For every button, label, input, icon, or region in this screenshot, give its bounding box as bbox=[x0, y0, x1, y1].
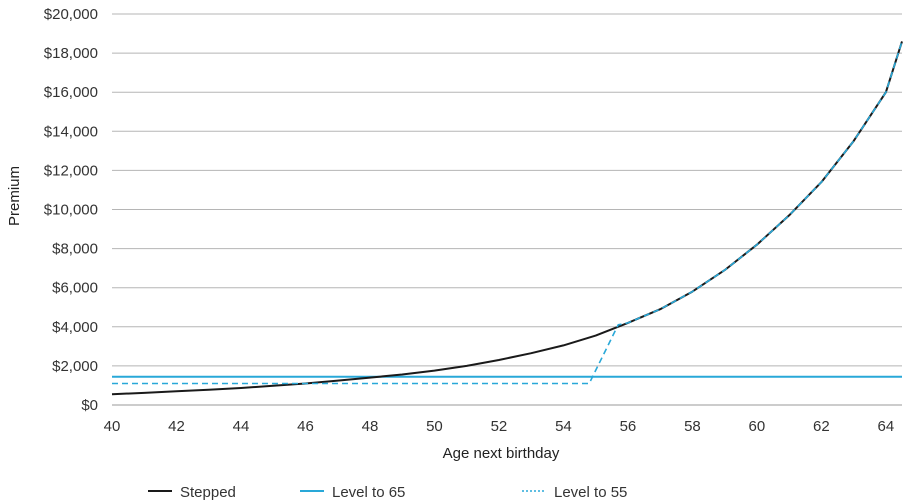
series-line-level-to-55 bbox=[112, 41, 903, 385]
y-tick-label: $0 bbox=[81, 397, 98, 414]
x-tick-label: 40 bbox=[104, 418, 121, 435]
series-line-stepped bbox=[111, 41, 903, 396]
x-axis-title: Age next birthday bbox=[443, 445, 560, 462]
legend-label: Level to 55 bbox=[554, 484, 627, 501]
y-axis-title: Premium bbox=[6, 166, 23, 226]
x-tick-label: 56 bbox=[620, 418, 637, 435]
x-tick-label: 62 bbox=[813, 418, 830, 435]
y-tick-label: $10,000 bbox=[44, 202, 98, 219]
y-tick-label: $16,000 bbox=[44, 84, 98, 101]
legend-label: Level to 65 bbox=[332, 484, 405, 501]
x-tick-label: 60 bbox=[749, 418, 766, 435]
x-tick-label: 48 bbox=[362, 418, 379, 435]
grid-lines bbox=[112, 13, 902, 406]
y-tick-labels: $0 $2,000 $4,000 $6,000 $8,000 $10,000 $12,000… bbox=[44, 6, 98, 414]
x-tick-labels: 40 42 44 46 48 50 52 54 56 58 60 62 64 bbox=[104, 418, 895, 435]
y-tick-label: $2,000 bbox=[52, 358, 98, 375]
x-tick-label: 44 bbox=[233, 418, 250, 435]
x-tick-label: 42 bbox=[168, 418, 185, 435]
y-tick-label: $6,000 bbox=[52, 280, 98, 297]
x-tick-label: 52 bbox=[491, 418, 508, 435]
x-tick-label: 64 bbox=[878, 418, 895, 435]
x-tick-label: 54 bbox=[555, 418, 572, 435]
legend-label: Stepped bbox=[180, 484, 236, 501]
x-tick-label: 58 bbox=[684, 418, 701, 435]
series-lines bbox=[111, 41, 903, 396]
legend: Stepped Level to 65 Level to 55 bbox=[148, 484, 627, 501]
x-tick-label: 50 bbox=[426, 418, 443, 435]
y-tick-label: $20,000 bbox=[44, 6, 98, 23]
x-tick-label: 46 bbox=[297, 418, 314, 435]
y-tick-label: $18,000 bbox=[44, 45, 98, 62]
y-tick-label: $8,000 bbox=[52, 241, 98, 258]
y-tick-label: $14,000 bbox=[44, 123, 98, 140]
y-tick-label: $4,000 bbox=[52, 319, 98, 336]
y-tick-label: $12,000 bbox=[44, 162, 98, 179]
